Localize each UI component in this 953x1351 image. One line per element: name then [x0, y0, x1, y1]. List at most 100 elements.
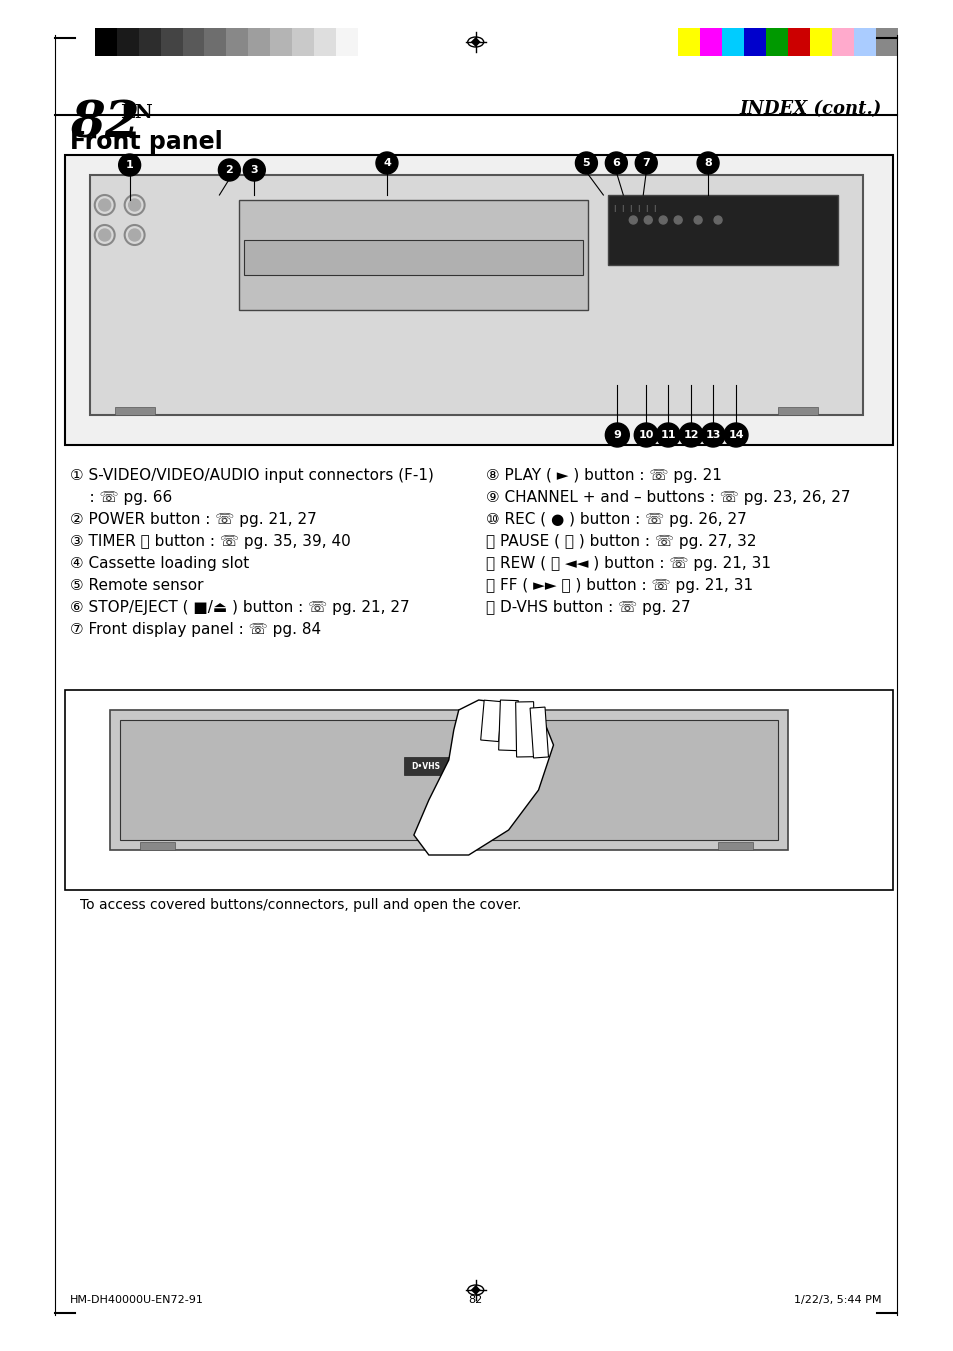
- Text: ⑭ D-VHS button : ☏ pg. 27: ⑭ D-VHS button : ☏ pg. 27: [485, 600, 690, 615]
- Bar: [875, 28, 897, 55]
- Bar: [721, 28, 743, 55]
- Bar: [139, 842, 174, 850]
- Bar: [700, 28, 721, 55]
- Polygon shape: [414, 700, 553, 855]
- Bar: [94, 28, 116, 55]
- Circle shape: [243, 159, 265, 181]
- Bar: [65, 690, 892, 890]
- Text: 14: 14: [727, 430, 743, 440]
- Circle shape: [713, 216, 721, 224]
- Circle shape: [656, 423, 679, 447]
- Text: 9: 9: [613, 430, 620, 440]
- Circle shape: [634, 423, 658, 447]
- Bar: [608, 195, 837, 265]
- Bar: [116, 28, 138, 55]
- Text: 6: 6: [612, 158, 619, 168]
- Text: |: |: [637, 205, 639, 212]
- Text: 11: 11: [659, 430, 676, 440]
- Text: ⑥ STOP/EJECT ( ■/⏏ ) button : ☏ pg. 21, 27: ⑥ STOP/EJECT ( ■/⏏ ) button : ☏ pg. 21, …: [70, 600, 409, 615]
- Text: 82: 82: [468, 1296, 482, 1305]
- Bar: [777, 407, 817, 415]
- Text: ⑦ Front display panel : ☏ pg. 84: ⑦ Front display panel : ☏ pg. 84: [70, 621, 320, 638]
- Text: D•VHS: D•VHS: [411, 762, 440, 771]
- Circle shape: [129, 230, 140, 240]
- Bar: [403, 757, 448, 775]
- Circle shape: [218, 159, 240, 181]
- Bar: [718, 842, 752, 850]
- Bar: [480, 700, 501, 742]
- Text: 1/22/3, 5:44 PM: 1/22/3, 5:44 PM: [793, 1296, 881, 1305]
- Text: To access covered buttons/connectors, pull and open the cover.: To access covered buttons/connectors, pu…: [80, 898, 520, 912]
- Bar: [831, 28, 853, 55]
- Circle shape: [679, 423, 702, 447]
- Bar: [743, 28, 765, 55]
- Text: ⑫ REW ( ⏪ ◄◄ ) button : ☏ pg. 21, 31: ⑫ REW ( ⏪ ◄◄ ) button : ☏ pg. 21, 31: [485, 557, 770, 571]
- Text: 2: 2: [225, 165, 233, 176]
- Bar: [314, 28, 335, 55]
- Bar: [114, 407, 154, 415]
- Bar: [678, 28, 700, 55]
- Bar: [516, 701, 534, 757]
- Circle shape: [697, 153, 719, 174]
- Bar: [787, 28, 809, 55]
- Text: INDEX (cont.): INDEX (cont.): [739, 100, 881, 118]
- Bar: [182, 28, 204, 55]
- Circle shape: [723, 423, 747, 447]
- Bar: [292, 28, 314, 55]
- Polygon shape: [470, 1285, 480, 1296]
- Bar: [119, 720, 777, 840]
- Text: |: |: [644, 205, 647, 212]
- Bar: [335, 28, 357, 55]
- Bar: [110, 711, 787, 850]
- Text: |: |: [620, 205, 623, 212]
- Circle shape: [98, 230, 111, 240]
- Circle shape: [674, 216, 681, 224]
- Text: |: |: [629, 205, 631, 212]
- Bar: [498, 700, 517, 751]
- Circle shape: [635, 153, 657, 174]
- Bar: [853, 28, 875, 55]
- Text: ① S-VIDEO/VIDEO/AUDIO input connectors (F-1): ① S-VIDEO/VIDEO/AUDIO input connectors (…: [70, 467, 434, 484]
- Text: 8: 8: [703, 158, 711, 168]
- Bar: [270, 28, 292, 55]
- Circle shape: [700, 423, 724, 447]
- Text: ③ TIMER ⌛ button : ☏ pg. 35, 39, 40: ③ TIMER ⌛ button : ☏ pg. 35, 39, 40: [70, 534, 350, 549]
- Circle shape: [643, 216, 652, 224]
- Text: |: |: [613, 205, 615, 212]
- Text: ⑤ Remote sensor: ⑤ Remote sensor: [70, 578, 203, 593]
- Text: 10: 10: [638, 430, 653, 440]
- Text: EN: EN: [119, 104, 152, 122]
- Text: ⑨ CHANNEL + and – buttons : ☏ pg. 23, 26, 27: ⑨ CHANNEL + and – buttons : ☏ pg. 23, 26…: [485, 490, 849, 505]
- Bar: [530, 707, 548, 758]
- Circle shape: [118, 154, 140, 176]
- Text: 82: 82: [70, 100, 139, 149]
- Bar: [239, 200, 588, 309]
- Text: ⑬ FF ( ►► ⏩ ) button : ☏ pg. 21, 31: ⑬ FF ( ►► ⏩ ) button : ☏ pg. 21, 31: [485, 578, 752, 593]
- Bar: [765, 28, 787, 55]
- Text: ④ Cassette loading slot: ④ Cassette loading slot: [70, 557, 249, 571]
- Text: 7: 7: [641, 158, 649, 168]
- Text: 5: 5: [582, 158, 590, 168]
- Text: 13: 13: [704, 430, 720, 440]
- Text: |: |: [653, 205, 655, 212]
- Circle shape: [629, 216, 637, 224]
- Bar: [138, 28, 160, 55]
- Text: 12: 12: [682, 430, 699, 440]
- Text: ② POWER button : ☏ pg. 21, 27: ② POWER button : ☏ pg. 21, 27: [70, 512, 316, 527]
- Bar: [204, 28, 226, 55]
- Text: 1: 1: [126, 159, 133, 170]
- Bar: [248, 28, 270, 55]
- Text: 3: 3: [251, 165, 258, 176]
- Bar: [65, 155, 892, 444]
- Bar: [90, 176, 862, 415]
- Bar: [226, 28, 248, 55]
- Polygon shape: [470, 36, 480, 47]
- Circle shape: [575, 153, 597, 174]
- Circle shape: [98, 199, 111, 211]
- Circle shape: [694, 216, 701, 224]
- Text: ⑪ PAUSE ( ⏸ ) button : ☏ pg. 27, 32: ⑪ PAUSE ( ⏸ ) button : ☏ pg. 27, 32: [485, 534, 756, 549]
- Text: Front panel: Front panel: [70, 130, 222, 154]
- Bar: [160, 28, 182, 55]
- Text: ⑧ PLAY ( ► ) button : ☏ pg. 21: ⑧ PLAY ( ► ) button : ☏ pg. 21: [485, 467, 720, 484]
- Bar: [809, 28, 831, 55]
